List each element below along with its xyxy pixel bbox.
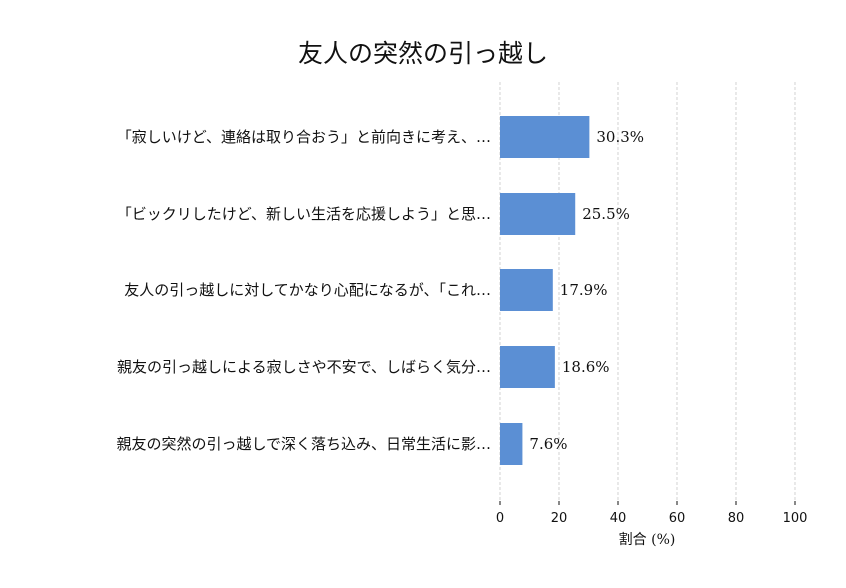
x-tick-label: 80	[728, 511, 745, 526]
x-tick-label: 40	[610, 511, 627, 526]
bars	[500, 116, 590, 465]
category-label: 親友の突然の引っ越しで深く落ち込み、日常生活に影…	[116, 435, 491, 453]
bar	[500, 269, 553, 311]
value-label: 7.6%	[529, 435, 567, 453]
value-label: 18.6%	[562, 358, 610, 376]
value-label: 25.5%	[582, 205, 630, 223]
bar	[500, 423, 523, 465]
category-label: 親友の引っ越しによる寂しさや不安で、しばらく気分…	[117, 358, 491, 376]
category-label: 「寂しいけど、連絡は取り合おう」と前向きに考え、…	[117, 128, 491, 146]
bar	[500, 116, 590, 158]
x-axis-label: 割合 (%)	[619, 531, 676, 548]
x-tick-label: 100	[783, 511, 808, 526]
category-label: 友人の引っ越しに対してかなり心配になるが、「これ…	[124, 281, 491, 299]
bar	[500, 193, 576, 235]
chart-title: 友人の突然の引っ越し	[298, 39, 548, 68]
value-labels: 30.3% 25.5% 17.9% 18.6% 7.6%	[529, 128, 644, 453]
category-labels: 「寂しいけど、連絡は取り合おう」と前向きに考え、… 「ビックリしたけど、新しい生活…	[116, 128, 491, 453]
value-label: 17.9%	[560, 281, 608, 299]
value-label: 30.3%	[596, 128, 644, 146]
x-tick-label: 0	[496, 511, 504, 526]
bar	[500, 346, 555, 388]
x-tick-label: 20	[551, 511, 568, 526]
x-tick-label: 60	[669, 511, 686, 526]
x-axis-ticks: 0 20 40 60 80 100	[496, 501, 808, 526]
category-label: 「ビックリしたけど、新しい生活を応援しよう」と思…	[117, 205, 491, 223]
